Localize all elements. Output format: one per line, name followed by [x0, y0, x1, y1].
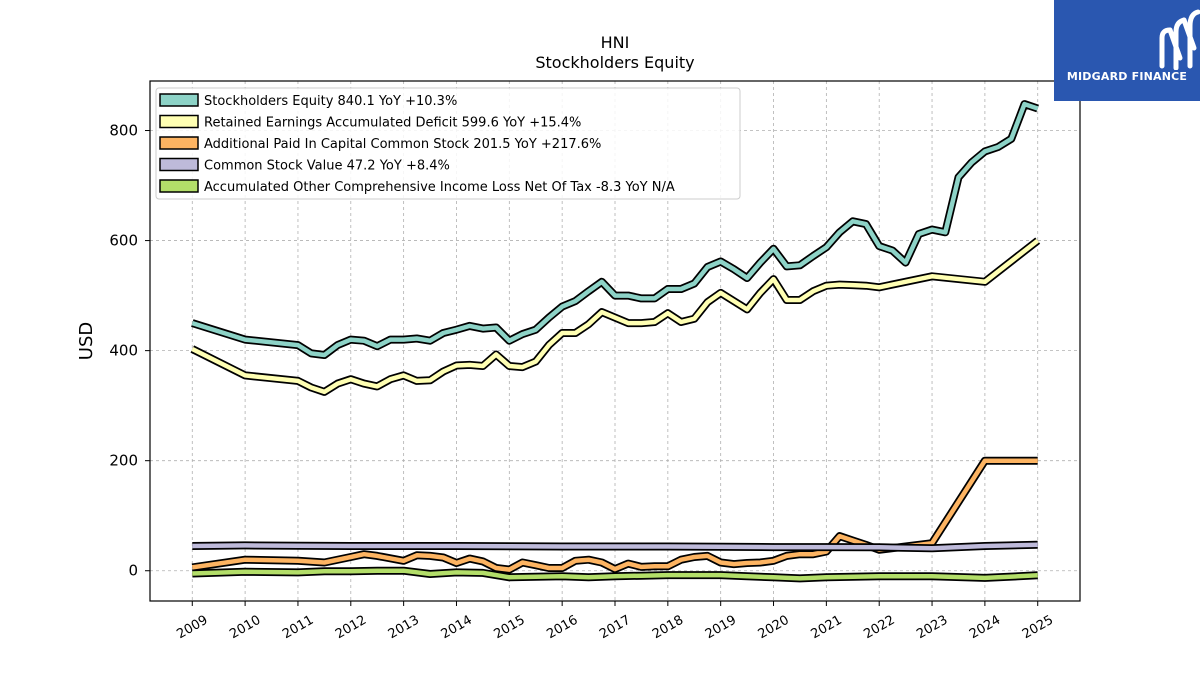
- midgard-logo-icon: [1159, 9, 1200, 71]
- legend-swatch: [159, 93, 199, 107]
- legend-swatch: [159, 157, 199, 172]
- x-tick-label: 2015: [491, 613, 527, 643]
- y-tick-label: 0: [128, 562, 138, 580]
- x-tick-label: 2009: [174, 613, 210, 643]
- legend-label: Additional Paid In Capital Common Stock …: [204, 137, 601, 152]
- brand-logo: MIDGARD FINANCE: [1054, 0, 1200, 101]
- legend-label: Common Stock Value 47.2 YoY +8.4%: [204, 159, 450, 174]
- x-tick-label: 2019: [703, 613, 739, 643]
- x-tick-label: 2022: [861, 613, 897, 643]
- y-tick-label: 400: [109, 342, 138, 360]
- legend-entry: Retained Earnings Accumulated Deficit 59…: [159, 114, 581, 131]
- y-tick-label: 800: [109, 122, 138, 140]
- y-tick-label: 200: [109, 452, 138, 470]
- legend-box: [155, 87, 741, 200]
- series-stroke: [191, 238, 1040, 395]
- x-tick-label: 2021: [809, 613, 845, 643]
- legend-swatch: [159, 114, 199, 129]
- legend-entry: Accumulated Other Comprehensive Income L…: [159, 179, 675, 195]
- series-line-1: [191, 100, 1039, 359]
- series-stroke: [192, 568, 1038, 581]
- x-tick-label: 2020: [756, 613, 792, 643]
- series-line-2: [190, 237, 1041, 396]
- series-stroke: [191, 458, 1038, 572]
- legend-swatch: [159, 179, 199, 193]
- brand-name: MIDGARD FINANCE: [1066, 70, 1188, 83]
- x-tick-label: 2011: [280, 613, 316, 643]
- y-axis-label: USD: [76, 322, 97, 360]
- x-tick-label: 2012: [333, 613, 369, 643]
- chart-title: HNI: [601, 33, 630, 52]
- series-line-4: [192, 540, 1038, 553]
- x-tick-label: 2013: [386, 613, 422, 643]
- legend: Stockholders Equity 840.1 YoY +10.3% Reta…: [155, 87, 741, 200]
- x-tick-label: 2010: [227, 613, 263, 643]
- x-tick-label: 2016: [544, 613, 580, 643]
- chart-subtitle: Stockholders Equity: [535, 53, 694, 72]
- x-tick-label: 2017: [597, 613, 633, 643]
- series-line-5: [192, 566, 1038, 583]
- legend-label: Stockholders Equity 840.1 YoY +10.3%: [204, 94, 457, 109]
- legend-label: Retained Earnings Accumulated Deficit 59…: [204, 116, 581, 131]
- series-layer: [190, 100, 1041, 583]
- x-tick-label: 2023: [914, 613, 950, 643]
- y-tick-label: 600: [109, 232, 138, 250]
- x-tick-label: 2025: [1020, 613, 1056, 643]
- x-tick-label: 2018: [650, 613, 686, 643]
- legend-entry: Stockholders Equity 840.1 YoY +10.3%: [159, 93, 457, 109]
- series-stroke: [192, 542, 1038, 551]
- series-stroke: [191, 101, 1039, 358]
- legend-entry: Common Stock Value 47.2 YoY +8.4%: [159, 157, 450, 174]
- x-tick-label: 2014: [439, 613, 475, 643]
- x-tick-label: 2024: [967, 613, 1003, 643]
- legend-label: Accumulated Other Comprehensive Income L…: [204, 180, 675, 195]
- legend-entry: Additional Paid In Capital Common Stock …: [159, 136, 601, 152]
- series-line-3: [191, 456, 1038, 574]
- legend-swatch: [159, 136, 199, 150]
